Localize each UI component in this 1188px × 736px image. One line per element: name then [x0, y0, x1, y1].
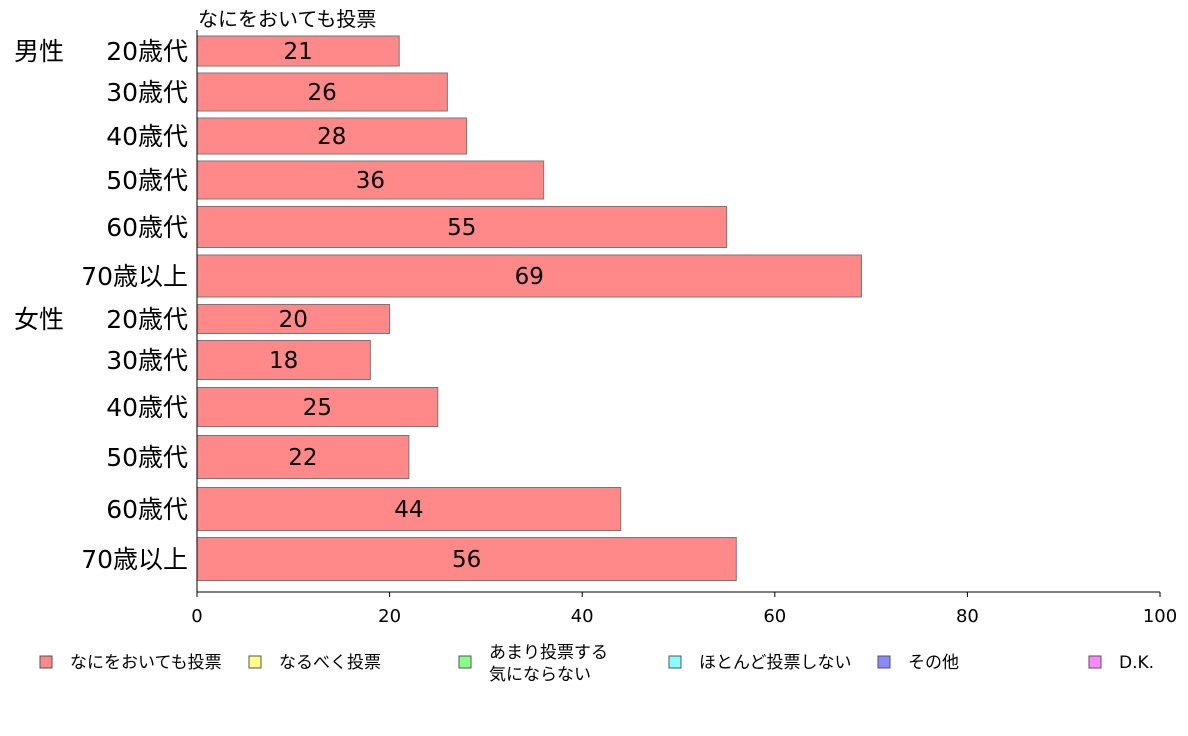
- bar-value-label: 18: [269, 348, 298, 374]
- legend-label: なにをおいても投票: [70, 653, 222, 673]
- bar-value-label: 55: [447, 215, 476, 241]
- category-label: 50歳代: [106, 443, 188, 472]
- x-tick-label: 60: [763, 606, 786, 627]
- bar-value-label: 69: [515, 264, 544, 290]
- category-label: 60歳代: [106, 213, 188, 242]
- legend-swatch: [248, 655, 262, 669]
- legend-swatch: [39, 655, 53, 669]
- bar: [196, 206, 728, 248]
- bar: [196, 72, 448, 112]
- legend-swatch: [668, 655, 682, 669]
- legend-label: その他: [908, 653, 959, 673]
- bar-value-label: 56: [452, 547, 481, 573]
- legend-item: なるべく投票: [248, 653, 381, 673]
- x-tick-label: 20: [378, 606, 401, 627]
- x-tick-label: 0: [191, 606, 202, 627]
- x-tick-label: 80: [956, 606, 979, 627]
- series-title: なにをおいても投票: [198, 7, 376, 31]
- x-tick-label: 100: [1143, 606, 1177, 627]
- group-label: 女性: [14, 305, 64, 334]
- bar: [196, 160, 545, 200]
- category-label: 20歳代: [106, 37, 188, 66]
- legend-swatch: [458, 655, 472, 669]
- legend-label: D.K.: [1119, 653, 1154, 673]
- category-label: 20歳代: [106, 305, 188, 334]
- legend-item: D.K.: [1088, 653, 1154, 673]
- x-axis: 0 20 40 60 80 100: [191, 30, 1177, 627]
- bar-value-label: 25: [303, 395, 332, 421]
- bar-value-label: 20: [279, 307, 308, 333]
- legend-label: あまり投票する: [489, 643, 608, 663]
- legend-item: その他: [877, 653, 959, 673]
- legend-label: 気にならない: [489, 665, 591, 685]
- category-label-group: 20歳代 30歳代 40歳代 50歳代 60歳代 70歳以上 20歳代 30歳代 40歳代 50歳…: [81, 37, 188, 574]
- legend-item: なにをおいても投票: [39, 653, 222, 673]
- category-label: 40歳代: [106, 122, 188, 151]
- bar: [196, 117, 468, 155]
- bar-value-label: 26: [308, 80, 337, 106]
- bar-value-label: 21: [283, 39, 312, 65]
- bar: [196, 254, 862, 298]
- legend-swatch: [877, 655, 891, 669]
- bar: [196, 487, 622, 531]
- category-label: 30歳代: [106, 346, 188, 375]
- bar-value-label: 22: [288, 445, 317, 471]
- category-label: 50歳代: [106, 166, 188, 195]
- x-tick-label: 40: [571, 606, 594, 627]
- bar-value-label: 28: [317, 124, 346, 150]
- bar: [196, 304, 391, 334]
- bar-group: [196, 35, 862, 581]
- category-label: 40歳代: [106, 393, 188, 422]
- legend-label: なるべく投票: [279, 653, 381, 673]
- category-label: 60歳代: [106, 495, 188, 524]
- bar: [196, 35, 400, 67]
- bar-value-label: 44: [394, 497, 423, 523]
- bar-value-label: 36: [356, 168, 385, 194]
- category-label: 70歳以上: [81, 262, 188, 291]
- group-label: 男性: [14, 37, 64, 66]
- bar: [196, 435, 410, 479]
- category-label: 70歳以上: [81, 545, 188, 574]
- legend-label: ほとんど投票しない: [699, 653, 852, 673]
- legend-item: ほとんど投票しない: [668, 653, 852, 673]
- category-label: 30歳代: [106, 78, 188, 107]
- bar: [196, 537, 737, 581]
- legend-swatch: [1088, 655, 1102, 669]
